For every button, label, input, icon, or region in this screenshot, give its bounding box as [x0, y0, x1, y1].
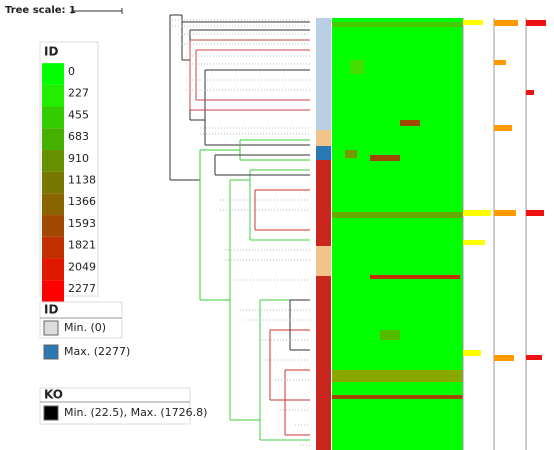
gradient-label: 2049	[68, 260, 96, 273]
gradient-swatch	[42, 171, 64, 194]
gradient-legend: 0 227 455 683 910 1138 1366 1593 1821 2049 2277	[42, 63, 96, 302]
gradient-label: 1821	[68, 239, 96, 252]
label-strip	[316, 18, 331, 450]
gradient-swatch	[42, 106, 64, 129]
legend-swatch	[43, 405, 59, 421]
gradient-swatch	[42, 236, 64, 259]
gradient-label: 1366	[68, 195, 96, 208]
gradient-label: 910	[68, 152, 89, 165]
gradient-swatch	[42, 280, 64, 302]
gradient-swatch	[42, 63, 64, 85]
gradient-label: 0	[68, 65, 75, 78]
legend-title: ID	[44, 45, 58, 59]
legend-label: Min. (0)	[64, 321, 106, 334]
legend-label: Min. (22.5), Max. (1726.8)	[64, 406, 207, 419]
ko-legend: Min. (22.5), Max. (1726.8)	[43, 405, 207, 421]
gradient-swatch	[42, 215, 64, 237]
gradient-swatch	[42, 193, 64, 216]
legend-box	[39, 387, 191, 425]
gradient-label: 683	[68, 130, 89, 143]
legend-swatch	[43, 320, 59, 336]
gradient-swatch	[42, 149, 64, 172]
gradient-label: 1593	[68, 217, 96, 230]
gradient-label: 2277	[68, 282, 96, 295]
bar-columns	[462, 18, 546, 450]
tree	[169, 14, 310, 446]
legend-label: Max. (2277)	[64, 345, 130, 358]
heatmap	[332, 18, 463, 450]
legend-swatch	[43, 344, 59, 360]
id-legend: Min. (0) Max. (2277)	[43, 320, 130, 360]
gradient-label: 227	[68, 87, 89, 100]
gradient-label: 1138	[68, 174, 96, 187]
tree-scale: Tree scale: 1	[5, 5, 76, 16]
legend-title: KO	[44, 388, 63, 402]
legend-title: ID	[44, 303, 58, 317]
gradient-swatch	[42, 258, 64, 281]
gradient-label: 455	[68, 108, 89, 121]
gradient-swatch	[42, 128, 64, 150]
gradient-swatch	[42, 84, 64, 107]
